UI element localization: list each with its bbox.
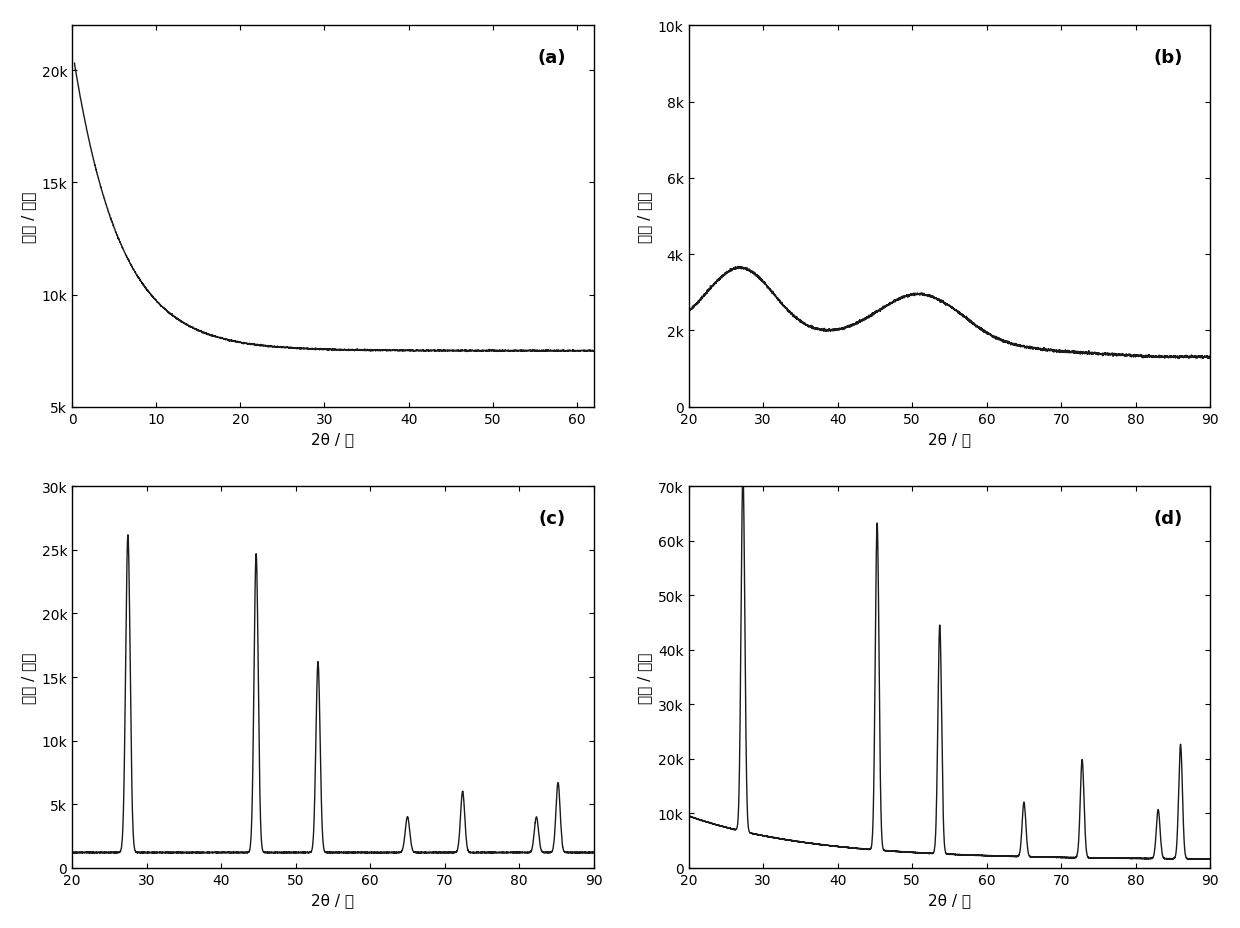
X-axis label: 2θ / 度: 2θ / 度 [311,432,355,446]
X-axis label: 2θ / 度: 2θ / 度 [311,892,355,908]
Text: (b): (b) [1154,49,1183,67]
Text: (a): (a) [538,49,567,67]
Y-axis label: 强度 / 计数: 强度 / 计数 [21,651,36,703]
Y-axis label: 强度 / 计数: 强度 / 计数 [21,191,36,242]
Y-axis label: 强度 / 计数: 强度 / 计数 [637,191,652,242]
Y-axis label: 强度 / 计数: 强度 / 计数 [637,651,652,703]
Text: (d): (d) [1154,509,1183,528]
X-axis label: 2θ / 度: 2θ / 度 [928,892,971,908]
X-axis label: 2θ / 度: 2θ / 度 [928,432,971,446]
Text: (c): (c) [538,509,565,528]
